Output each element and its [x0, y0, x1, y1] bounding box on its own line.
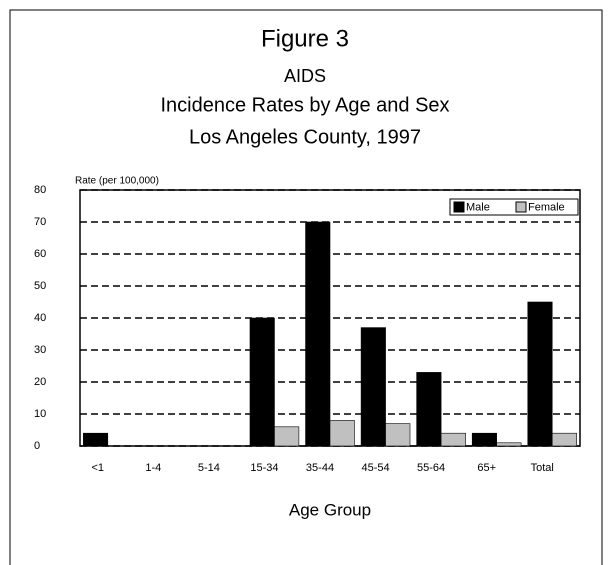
bar [360, 327, 386, 447]
bar [416, 372, 442, 447]
y-tick-label: 70 [34, 216, 46, 228]
legend-swatch [453, 201, 465, 213]
subtitle: Incidence Rates by Age and Sex [160, 94, 449, 116]
bar [274, 426, 300, 447]
x-tick-label: 15-34 [250, 462, 278, 474]
bar [329, 420, 355, 447]
x-tick-label: 1-4 [145, 462, 161, 474]
y-tick-label: 40 [34, 312, 46, 324]
y-tick-label: 50 [34, 280, 46, 292]
x-tick-label: 35-44 [306, 462, 334, 474]
bar [527, 301, 553, 447]
y-tick-label: 80 [34, 184, 46, 196]
x-tick-label: 65+ [477, 462, 496, 474]
x-axis-label: Age Group [289, 500, 371, 519]
x-tick-label: <1 [92, 462, 105, 474]
bar [249, 317, 275, 447]
x-tick-label: 55-64 [417, 462, 445, 474]
y-tick-label: 20 [34, 376, 46, 388]
frame [9, 9, 603, 565]
y-tick-label: 30 [34, 344, 46, 356]
subtitle: Los Angeles County, 1997 [189, 126, 421, 148]
bar [496, 442, 522, 447]
x-tick-label: 5-14 [198, 462, 220, 474]
y-axis-label: Rate (per 100,000) [75, 176, 159, 187]
legend-label: Male [466, 201, 490, 213]
subtitle: AIDS [284, 66, 326, 86]
bar [385, 423, 411, 447]
x-tick-label: Total [531, 462, 554, 474]
bar [440, 432, 466, 447]
legend-swatch [515, 201, 527, 213]
y-tick-label: 60 [34, 248, 46, 260]
x-tick-label: 45-54 [361, 462, 389, 474]
bar [305, 221, 331, 447]
legend-label: Female [528, 201, 565, 213]
bar [551, 432, 577, 447]
y-tick-label: 0 [34, 440, 40, 452]
bar [83, 432, 109, 447]
legend-box [449, 198, 579, 216]
y-tick-label: 10 [34, 408, 46, 420]
chart-title: Figure 3 [261, 25, 349, 52]
bar [471, 432, 497, 447]
